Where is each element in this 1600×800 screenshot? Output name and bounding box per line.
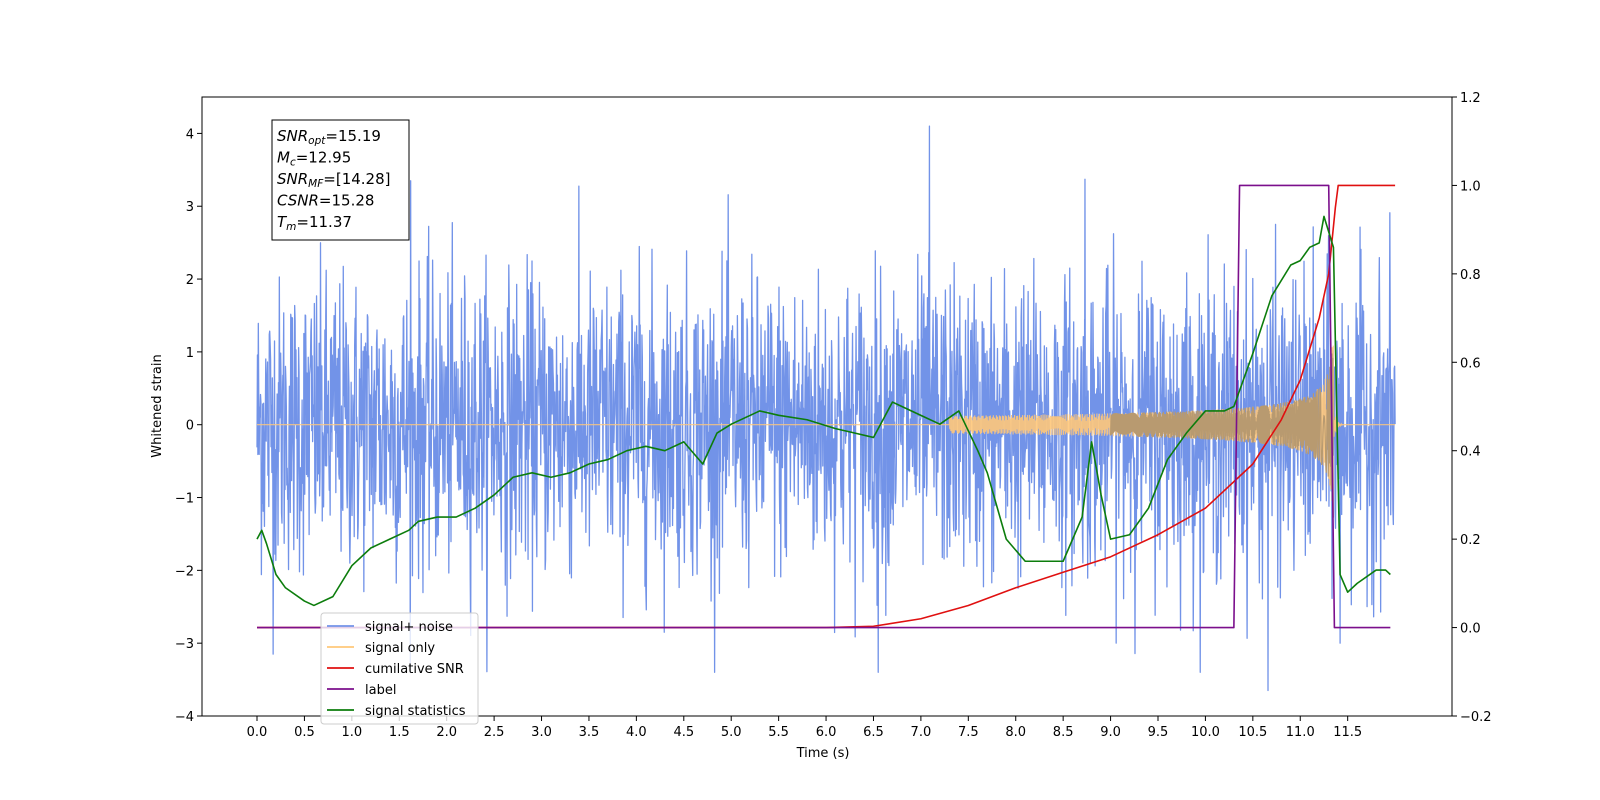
info-line-symbol: SNR	[277, 170, 308, 188]
y2-tick-label: −0.2	[1460, 710, 1492, 725]
x-tick-label: 10.5	[1238, 725, 1267, 740]
info-line: SNRMF=[14.28]	[277, 170, 391, 190]
x-tick-label: 6.0	[816, 725, 837, 740]
y-tick-label: −4	[175, 710, 194, 725]
x-tick-label: 11.0	[1286, 725, 1315, 740]
y-tick-label: 2	[186, 273, 194, 288]
series-signal-only-overlap	[1109, 353, 1334, 518]
x-tick-label: 1.0	[342, 725, 363, 740]
x-tick-label: 11.5	[1333, 725, 1362, 740]
info-line-subscript: c	[290, 157, 296, 169]
y-axis-right: 1.2 1.0 0.8 0.6 0.4 0.2 0.0 −0.2	[1452, 91, 1492, 725]
y-tick-label: 3	[186, 200, 194, 215]
info-line-value: =12.95	[296, 149, 352, 167]
legend-label: signal statistics	[365, 704, 466, 719]
x-tick-label: 7.5	[958, 725, 979, 740]
x-tick-label: 0.0	[247, 725, 268, 740]
y2-tick-label: 0.2	[1460, 533, 1481, 548]
y2-tick-label: 0.6	[1460, 356, 1481, 371]
info-line-symbol: M	[277, 149, 290, 167]
x-tick-label: 5.0	[721, 725, 742, 740]
x-tick-label: 9.5	[1148, 725, 1169, 740]
info-line-subscript: m	[286, 221, 296, 233]
info-box-frame	[271, 119, 410, 241]
series-signal-statistics	[256, 215, 1391, 607]
legend-frame	[320, 612, 479, 725]
info-line-subscript: MF	[308, 178, 324, 190]
series-label	[257, 184, 1391, 629]
y-tick-label: −3	[175, 637, 194, 652]
info-line-symbol: SNR	[277, 127, 308, 145]
info-line-symbol: T	[277, 213, 288, 231]
x-tick-label: 6.5	[863, 725, 884, 740]
y-axis-title: Whitened strain	[150, 354, 165, 457]
y-tick-label: −1	[175, 492, 194, 507]
x-tick-label: 9.0	[1100, 725, 1121, 740]
info-line-value: =15.19	[325, 127, 381, 145]
info-line-symbol: CSNR	[277, 192, 319, 210]
series-cumulative-snr	[826, 184, 1396, 629]
x-tick-label: 8.0	[1005, 725, 1026, 740]
x-tick-label: 3.0	[531, 725, 552, 740]
x-tick-label: 2.5	[484, 725, 505, 740]
y-tick-label: −2	[175, 564, 194, 579]
legend-label: label	[365, 683, 396, 698]
legend-label: cumilative SNR	[365, 662, 464, 677]
info-line: Mc=12.95	[277, 149, 351, 169]
y-tick-label: 0	[186, 419, 194, 434]
info-box: SNRopt=15.19Mc=12.95SNRMF=[14.28]CSNR=15…	[271, 119, 410, 241]
x-tick-label: 0.5	[294, 725, 315, 740]
x-tick-label: 10.0	[1191, 725, 1220, 740]
legend-label: signal only	[365, 641, 435, 656]
x-axis: 0.0 0.5 1.0 1.5 2.0 2.5 3.0 3.5 4.0 4.5 5.0 5.5 6.0 6…	[247, 716, 1362, 740]
legend: signal+ noise signal only cumilative SNR la…	[320, 612, 479, 725]
info-line-value: =[14.28]	[323, 170, 390, 188]
y2-tick-label: 0.8	[1460, 268, 1481, 283]
y2-tick-label: 0.4	[1460, 445, 1481, 460]
axes-frame	[201, 96, 1453, 717]
info-line: SNRopt=15.19	[277, 127, 381, 147]
x-tick-label: 8.5	[1053, 725, 1074, 740]
y2-tick-label: 0.0	[1460, 622, 1481, 637]
series-signal-noise	[256, 125, 1396, 692]
x-tick-label: 4.0	[626, 725, 647, 740]
info-line-subscript: opt	[308, 135, 326, 147]
plot-area	[256, 125, 1396, 692]
info-line-value: =11.37	[296, 213, 352, 231]
x-tick-label: 4.5	[673, 725, 694, 740]
info-line: Tm=11.37	[277, 213, 352, 233]
legend-label: signal+ noise	[365, 620, 453, 635]
info-line-value: =15.28	[319, 192, 375, 210]
info-line: CSNR=15.28	[277, 192, 374, 210]
y2-tick-label: 1.0	[1460, 179, 1481, 194]
y2-tick-label: 1.2	[1460, 91, 1481, 106]
x-axis-title: Time (s)	[796, 746, 850, 761]
x-tick-label: 5.5	[768, 725, 789, 740]
y-axis-left: 4 3 2 1 0 −1 −2 −3 −4	[175, 127, 202, 725]
y-tick-label: 4	[186, 127, 194, 142]
x-tick-label: 7.0	[911, 725, 932, 740]
x-tick-label: 1.5	[389, 725, 410, 740]
x-tick-label: 2.0	[436, 725, 457, 740]
y-tick-label: 1	[186, 346, 194, 361]
x-tick-label: 3.5	[579, 725, 600, 740]
